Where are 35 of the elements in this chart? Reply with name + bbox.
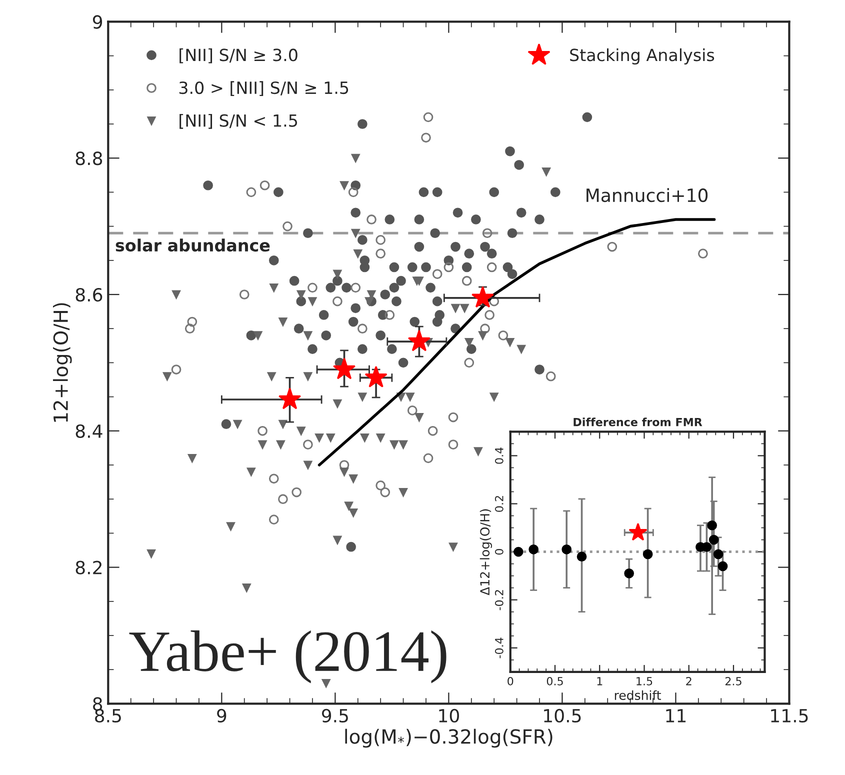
ref-line-label: solar abundance [116,238,270,252]
x-tick-label: 10.5 [544,708,581,723]
series-label: Mannucci+10 [586,188,708,202]
y-tick-label: -0.2 [494,590,504,610]
x-axis-title: log(M$_{*}$)−0.32log(SFR) [345,728,552,748]
y-tick-label: 0.2 [494,496,504,512]
x-tick-label: 0.5 [546,676,563,686]
x-tick-label: 2.5 [725,676,742,686]
x-tick-label: 8.5 [95,708,121,723]
x-tick-label: 0 [508,676,514,686]
y-tick-label: 0 [494,549,504,555]
y-axis-title: Δ12+log(O/H) [480,509,492,596]
y-tick-label: 8.2 [76,560,102,574]
y-tick-label: 8.6 [76,288,102,302]
y-tick-label: 8.4 [76,424,102,438]
y-tick-label: 8.8 [76,152,102,166]
legend-label: [NII] S/N ≥ 3.0 [180,48,298,64]
x-tick-label: 9.5 [322,708,348,723]
y-tick-label: -0.4 [494,638,504,658]
y-tick-label: 9 [92,15,102,29]
x-axis-title: redshift [614,690,661,700]
legend-label: 3.0 > [NII] S/N ≥ 1.5 [179,81,348,96]
chart-title: Difference from FMR [574,418,702,426]
y-axis-title: 12+log(O/H) [52,303,72,422]
y-tick-label: 0.4 [494,447,504,464]
x-tick-label: 11.5 [771,709,808,723]
legend-label: Stacking Analysis [570,48,714,64]
x-tick-label: 10 [439,708,459,723]
annotation: Yabe+ (2014) [129,630,446,684]
x-tick-label: 1.5 [636,677,652,686]
legend-label: [NII] S/N < 1.5 [180,114,298,129]
x-tick-label: 9 [217,708,226,723]
x-tick-label: 2 [686,676,692,686]
x-tick-label: 1 [597,677,602,686]
x-tick-label: 11 [666,709,686,722]
